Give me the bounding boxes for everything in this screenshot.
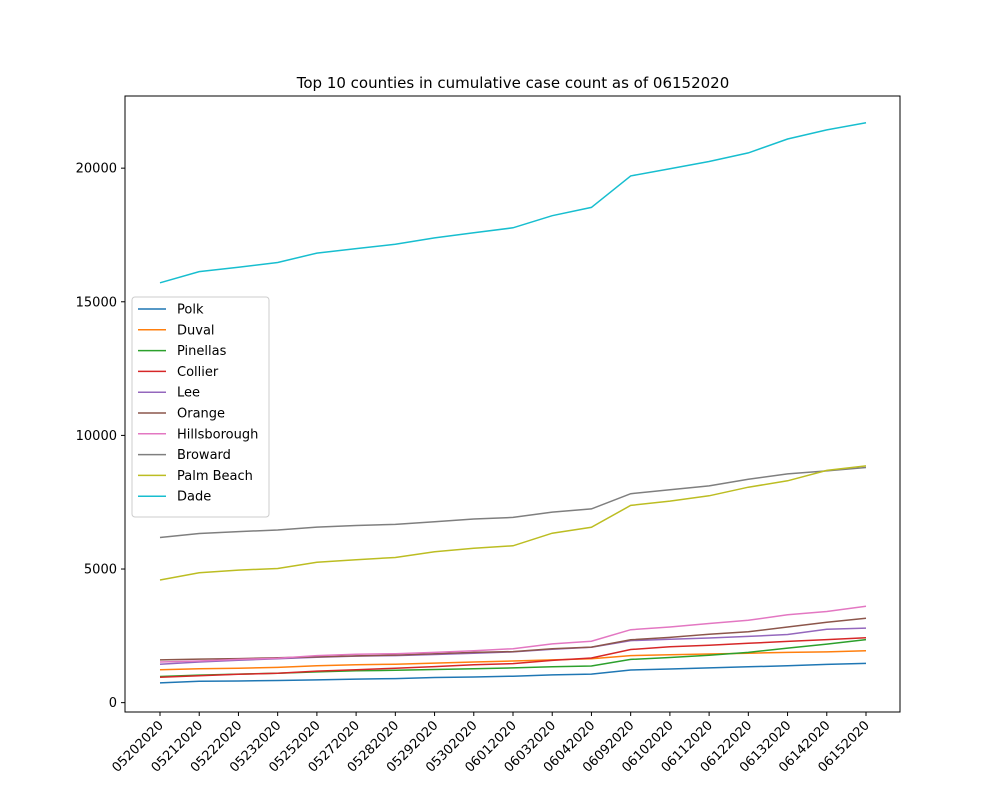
x-axis: 0520202005212020052220200523202005252020… xyxy=(109,712,873,776)
y-tick-label: 15000 xyxy=(76,295,117,310)
legend-label: Palm Beach xyxy=(177,469,253,484)
series-line-dade xyxy=(159,121,867,284)
legend-label: Duval xyxy=(177,323,215,338)
legend: Polk Duval Pinellas Collier Lee Orange Hillsbo… xyxy=(131,296,270,518)
legend-label: Broward xyxy=(177,448,231,463)
y-axis: 0 5000 10000 15000 20000 xyxy=(76,162,125,711)
series-layer xyxy=(159,121,867,684)
legend-label: Pinellas xyxy=(177,344,227,359)
series-line-polk xyxy=(159,662,867,684)
y-tick-label: 5000 xyxy=(84,563,117,578)
series-line-collier xyxy=(159,636,867,679)
series-line-palm-beach xyxy=(159,465,867,581)
legend-label: Lee xyxy=(177,386,200,401)
chart-title: Top 10 counties in cumulative case count… xyxy=(296,74,730,92)
legend-label: Polk xyxy=(177,303,204,318)
legend-label: Collier xyxy=(177,365,219,380)
series-line-duval xyxy=(159,650,867,671)
legend-label: Orange xyxy=(177,407,225,422)
series-line-broward xyxy=(159,466,867,539)
legend-label: Dade xyxy=(177,490,211,505)
series-line-hillsborough xyxy=(159,605,867,663)
legend-box xyxy=(131,296,270,518)
y-tick-label: 10000 xyxy=(76,429,117,444)
y-tick-label: 20000 xyxy=(76,162,117,177)
y-tick-label: 0 xyxy=(109,696,117,711)
legend-label: Hillsborough xyxy=(177,427,258,442)
